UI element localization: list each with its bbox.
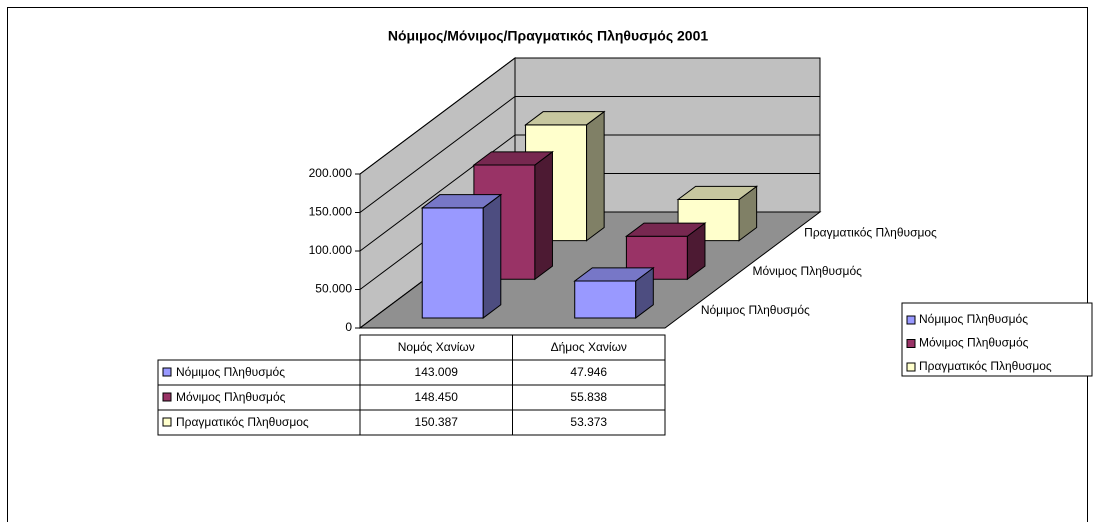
chart-title: Νόμιμος/Μόνιμος/Πραγματικός Πληθυσμός 20… <box>388 28 709 44</box>
legend-label: Μόνιμος Πληθυσμός <box>919 336 1029 350</box>
bar-top <box>573 267 655 282</box>
table-header: Δήμος Χανίων <box>551 340 627 354</box>
grid-line <box>359 96 820 213</box>
bar-side <box>482 193 502 319</box>
y-tick-label: 200.000 <box>309 166 353 180</box>
legend-key <box>906 315 916 325</box>
legend-box <box>901 302 1093 377</box>
bar-top <box>524 111 606 126</box>
table-value: 53.373 <box>570 415 607 429</box>
table-header: Νομός Χανίων <box>398 340 475 354</box>
y-tick-label: 50.000 <box>315 282 352 296</box>
legend-key <box>906 362 916 372</box>
bar-side <box>534 150 553 281</box>
grid-line <box>359 134 820 252</box>
bar-front <box>574 280 637 319</box>
legend-label: Πραγματικός Πληθυσμος <box>919 359 1052 373</box>
y-tick-label: 100.000 <box>309 243 353 257</box>
bar <box>573 266 655 319</box>
table-value: 47.946 <box>570 365 607 379</box>
depth-label: Νόμιμος Πληθυσμός <box>701 303 810 317</box>
table-key <box>162 392 172 402</box>
table-row-label: Πραγματικός Πληθυσμος <box>176 415 309 429</box>
legend-label: Νόμιμος Πληθυσμός <box>919 312 1028 326</box>
table-row-label: Νόμιμος Πληθυσμός <box>176 365 285 379</box>
y-tick-label: 150.000 <box>309 205 353 219</box>
table-row <box>157 409 666 436</box>
table-row-label: Μόνιμος Πληθυσμός <box>176 390 286 404</box>
bar-top <box>420 194 503 209</box>
table-value: 143.009 <box>415 365 459 379</box>
table-value: 148.450 <box>415 390 459 404</box>
bar-top <box>472 151 554 166</box>
legend-key <box>906 339 916 348</box>
table-value: 150.387 <box>415 415 459 429</box>
depth-label: Πραγματικός Πληθυσμος <box>804 226 937 240</box>
table-key <box>162 417 172 427</box>
bar <box>420 193 503 319</box>
depth-label: Μόνιμος Πληθυσμός <box>753 264 863 278</box>
y-tick-label: 0 <box>345 320 352 334</box>
bar-side <box>586 110 605 242</box>
bar-top <box>624 222 707 237</box>
table-key <box>162 367 172 377</box>
grid-line <box>359 57 820 175</box>
bar-top <box>676 185 759 201</box>
bar-front <box>421 207 484 319</box>
table-value: 55.838 <box>570 390 607 404</box>
